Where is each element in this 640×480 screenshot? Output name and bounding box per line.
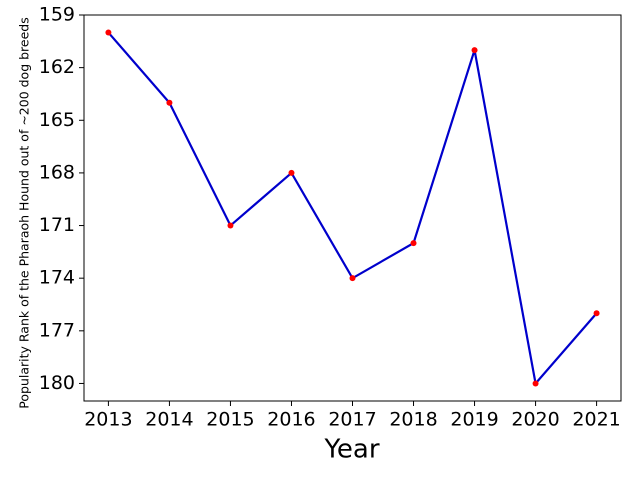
- y-axis-label: Popularity Rank of the Pharaoh Hound out…: [17, 17, 32, 408]
- x-tick-label: 2020: [511, 409, 559, 431]
- point: [593, 310, 600, 317]
- x-tick-label: 2017: [328, 409, 376, 431]
- y-tick-label: 168: [39, 161, 75, 183]
- y-tick-label: 162: [39, 56, 75, 78]
- x-axis-label: Year: [323, 435, 379, 465]
- y-tick-label: 177: [39, 319, 75, 341]
- point: [471, 47, 478, 54]
- y-tick-label: 159: [39, 4, 75, 26]
- point: [349, 275, 356, 282]
- y-tick-label: 174: [39, 267, 75, 289]
- x-tick-label: 2015: [206, 409, 254, 431]
- point: [166, 99, 173, 106]
- point: [410, 240, 417, 247]
- y-tick-label: 171: [39, 214, 75, 236]
- point: [105, 29, 112, 36]
- x-tick-label: 2018: [389, 409, 437, 431]
- y-tick-label: 180: [39, 372, 75, 394]
- x-tick-label: 2021: [572, 409, 620, 431]
- point: [288, 169, 295, 176]
- point: [532, 380, 539, 387]
- plot-frame: [83, 14, 622, 402]
- x-tick-label: 2016: [267, 409, 315, 431]
- line: [107, 31, 598, 386]
- x-tick-label: 2013: [84, 409, 132, 431]
- x-tick-label: 2019: [450, 409, 498, 431]
- point: [227, 222, 234, 229]
- y-tick-label: 165: [39, 109, 75, 131]
- x-tick-label: 2014: [145, 409, 193, 431]
